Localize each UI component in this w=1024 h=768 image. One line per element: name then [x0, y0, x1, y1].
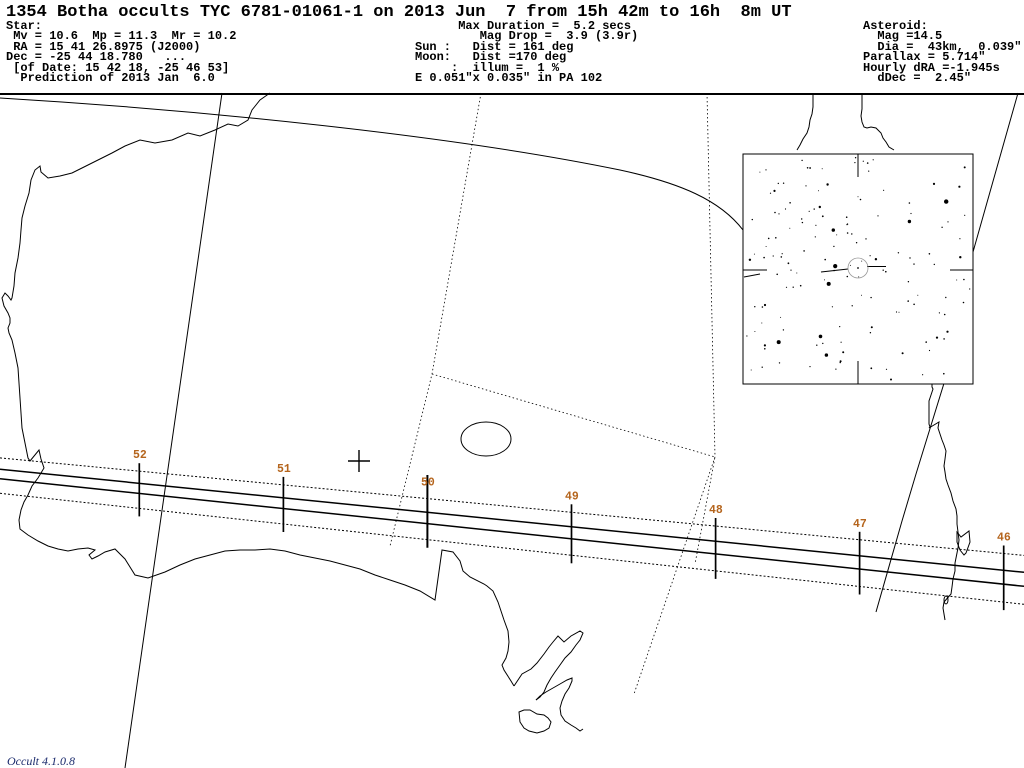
svg-text:Occult 4.1.0.8: Occult 4.1.0.8: [7, 754, 75, 768]
svg-text:48: 48: [709, 504, 723, 517]
svg-text:47: 47: [853, 518, 867, 531]
svg-text:50: 50: [421, 477, 435, 490]
svg-text:49: 49: [565, 490, 579, 503]
svg-text:52: 52: [133, 449, 147, 462]
svg-text:46: 46: [997, 532, 1011, 545]
svg-text:51: 51: [277, 463, 291, 476]
